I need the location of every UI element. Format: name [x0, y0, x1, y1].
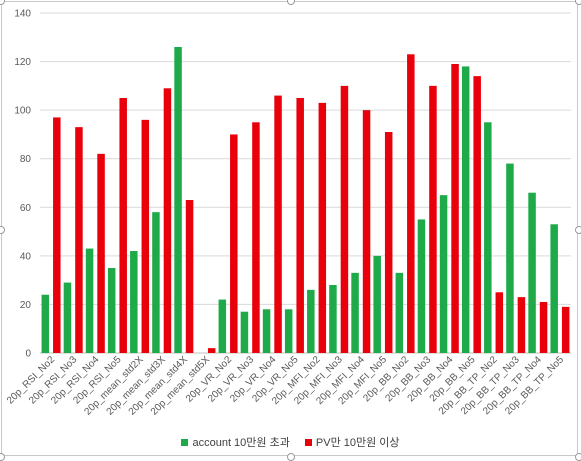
- bar-pv: [230, 134, 238, 353]
- gridlines: [40, 12, 571, 354]
- bar-pv: [340, 85, 349, 353]
- bar-account: [373, 255, 381, 353]
- legend-swatch-account: [181, 439, 189, 446]
- bar-account: [152, 212, 160, 353]
- bar-account: [284, 309, 293, 353]
- bar-account: [417, 219, 426, 353]
- bar-pv: [53, 117, 61, 353]
- bar-pv: [252, 122, 260, 354]
- resize-handle-top-left[interactable]: [0, 0, 5, 5]
- bar-account: [461, 66, 470, 353]
- y-tick-label: 40: [20, 251, 32, 262]
- bar-account: [174, 47, 182, 353]
- bar-account: [439, 195, 448, 353]
- bar-pv: [473, 76, 481, 354]
- bar-pv: [141, 119, 150, 353]
- bar-pv: [119, 98, 127, 353]
- bar-pv: [185, 200, 194, 353]
- bar-account: [63, 282, 72, 353]
- bar-pv: [451, 64, 459, 353]
- bar-account: [130, 251, 138, 353]
- y-tick-label: 60: [20, 203, 32, 214]
- bar-pv: [561, 306, 570, 353]
- resize-handle-middle-right[interactable]: [575, 226, 581, 234]
- bar-account: [550, 224, 558, 353]
- bar-account: [484, 122, 492, 354]
- bar-account: [307, 289, 315, 353]
- bar-pv: [384, 132, 393, 353]
- resize-handle-top-right[interactable]: [575, 0, 581, 5]
- bar-pv: [362, 110, 371, 354]
- x-axis: 20p_RSI_No220p_RSI_No320p_RSI_No420p_RSI…: [5, 354, 566, 418]
- bar-pv: [318, 102, 327, 353]
- bar-pv: [207, 348, 216, 353]
- bar-pv: [429, 85, 437, 353]
- y-tick-label: 80: [20, 154, 32, 165]
- legend-item-pv: PV만 10만원 이상: [304, 434, 400, 450]
- bar-account: [107, 268, 116, 353]
- y-tick-label: 140: [14, 9, 31, 20]
- bar-pv: [163, 88, 172, 354]
- bar-pv: [75, 127, 83, 354]
- bar-account: [218, 299, 227, 353]
- bar-account: [395, 272, 404, 353]
- resize-handle-top-center[interactable]: [287, 0, 295, 5]
- resize-handle-middle-left[interactable]: [0, 226, 5, 234]
- bar-account: [85, 248, 94, 353]
- bar-pv: [517, 297, 526, 353]
- legend-label-account: account 10만원 초과: [192, 437, 290, 449]
- bar-account: [240, 311, 249, 353]
- bar-account: [329, 285, 337, 353]
- bar-account: [41, 294, 50, 353]
- legend-item-account: account 10만원 초과: [181, 434, 290, 450]
- bar-pv: [296, 98, 304, 353]
- bars: [41, 47, 570, 354]
- bar-pv: [407, 54, 415, 354]
- bar-account: [262, 309, 271, 353]
- y-tick-label: 20: [20, 300, 32, 311]
- bar-pv: [97, 153, 105, 353]
- bar-pv: [274, 95, 282, 354]
- bar-account: [351, 272, 359, 353]
- y-tick-label: 0: [25, 349, 31, 360]
- bar-pv: [495, 292, 504, 353]
- bar-account: [506, 163, 514, 353]
- legend-swatch-pv: [304, 439, 312, 446]
- y-axis: 0 20 40 60 80 100 120 140: [14, 9, 31, 360]
- bar-account: [528, 192, 536, 353]
- legend-label-pv: PV만 10만원 이상: [315, 437, 400, 449]
- legend: account 10만원 초과 PV만 10만원 이상: [0, 434, 581, 450]
- y-tick-label: 100: [14, 106, 31, 117]
- bar-pv: [539, 302, 548, 353]
- y-tick-label: 120: [14, 57, 31, 68]
